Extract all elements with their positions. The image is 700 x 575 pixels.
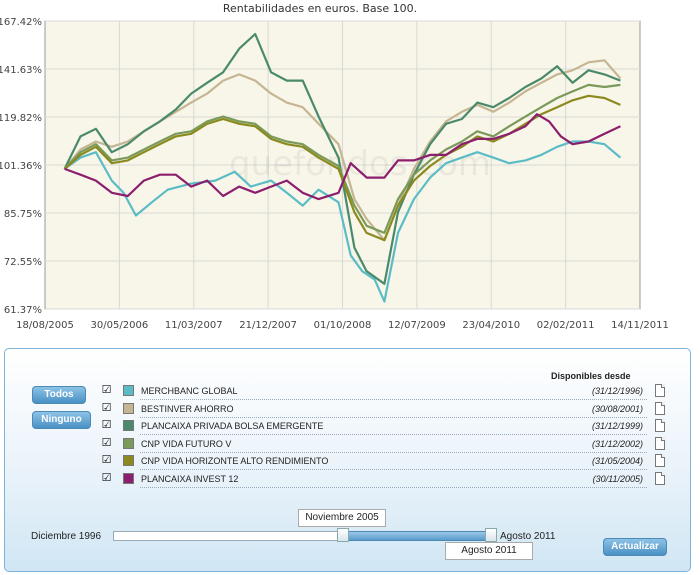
range-end-handle[interactable] — [485, 528, 497, 542]
y-tick-label: 167.42% — [0, 17, 42, 28]
fund-selection-panel: Todos Ninguno Disponibles desde ☑ MERCHBA… — [4, 348, 691, 572]
chart-title: Rentabilidades en euros. Base 100. — [222, 2, 418, 15]
fund-available-date: (31/05/2004) — [591, 456, 643, 466]
x-tick-label: 01/10/2008 — [314, 320, 372, 331]
line-chart: 61.37% 72.55% 85.75% 101.36% 119.82% 141.63% 1… — [0, 17, 669, 331]
x-tick-label: 23/04/2010 — [462, 320, 520, 331]
watermark-text: quefondos.com — [229, 144, 491, 184]
document-icon[interactable] — [655, 471, 665, 485]
row-divider — [140, 416, 647, 418]
fund-row: ☑ PLANCAIXA PRIVADA BOLSA EMERGENTE (31/12… — [101, 418, 665, 435]
update-button[interactable]: Actualizar — [603, 538, 667, 556]
range-end-label: Agosto 2011 — [445, 542, 533, 560]
row-divider — [140, 451, 647, 453]
series-color-swatch — [123, 420, 134, 431]
x-tick-label: 21/12/2007 — [239, 320, 297, 331]
series-line — [63, 83, 621, 234]
slider-min-label: Diciembre 1996 — [31, 531, 102, 542]
series-color-swatch — [123, 472, 134, 484]
fund-available-date: (30/11/2005) — [592, 473, 643, 484]
fund-checkbox[interactable]: ☑ — [101, 419, 112, 431]
y-tick-label: 61.37% — [4, 305, 42, 316]
series-color-swatch — [123, 385, 134, 396]
fund-available-date: (31/12/1996) — [591, 386, 643, 396]
series-color-swatch — [123, 455, 134, 466]
select-none-button[interactable]: Ninguno — [32, 411, 91, 429]
fund-name: PLANCAIXA PRIVADA BOLSA EMERGENTE — [141, 421, 324, 431]
fund-row: ☑ MERCHBANC GLOBAL (31/12/1996) — [101, 383, 665, 400]
row-divider — [140, 399, 647, 400]
x-tick-label: 02/02/2011 — [537, 320, 595, 331]
fund-row: ☑ CNP VIDA HORIZONTE ALTO RENDIMIENTO (31/… — [101, 453, 665, 470]
fund-checkbox[interactable]: ☑ — [101, 454, 112, 466]
document-icon[interactable] — [655, 419, 665, 432]
y-tick-label: 72.55% — [4, 257, 42, 268]
row-divider — [140, 434, 647, 435]
date-range-selection[interactable] — [341, 531, 491, 541]
fund-row: ☑ BESTINVER AHORRO (30/08/2001) — [101, 401, 665, 418]
slider-max-label: Agosto 2011 — [500, 531, 556, 542]
fund-checkbox[interactable]: ☑ — [101, 436, 112, 449]
fund-available-date: (31/12/1999) — [591, 421, 643, 431]
y-tick-label: 119.82% — [0, 113, 42, 124]
range-start-handle[interactable] — [337, 528, 349, 542]
x-tick-label: 18/08/2005 — [16, 320, 74, 331]
document-icon[interactable] — [655, 436, 665, 450]
series-line — [63, 140, 622, 303]
x-tick-label: 12/07/2009 — [388, 320, 446, 331]
fund-checkbox[interactable]: ☑ — [101, 401, 112, 414]
fund-name: CNP VIDA HORIZONTE ALTO RENDIMIENTO — [141, 456, 329, 466]
fund-row: ☑ PLANCAIXA INVEST 12 (30/11/2005) — [101, 471, 665, 488]
x-tick-label: 11/03/2007 — [165, 320, 223, 331]
y-tick-label: 141.63% — [0, 65, 42, 76]
x-tick-label: 14/11/2011 — [611, 320, 669, 331]
range-start-label: Noviembre 2005 — [298, 509, 386, 527]
series-color-swatch — [123, 437, 134, 449]
select-all-button[interactable]: Todos — [32, 386, 86, 404]
series-color-swatch — [123, 402, 134, 414]
fund-checkbox[interactable]: ☑ — [101, 384, 112, 396]
fund-name: CNP VIDA FUTURO V — [141, 438, 232, 449]
fund-name: MERCHBANC GLOBAL — [141, 386, 238, 396]
row-divider — [140, 469, 647, 470]
series-line — [63, 32, 621, 285]
fund-available-date: (30/08/2001) — [591, 403, 643, 414]
fund-name: BESTINVER AHORRO — [141, 403, 234, 414]
y-tick-label: 85.75% — [4, 209, 42, 220]
y-tick-label: 101.36% — [0, 161, 42, 172]
series-line — [64, 113, 621, 201]
document-icon[interactable] — [655, 454, 665, 467]
document-icon[interactable] — [655, 401, 665, 415]
row-divider — [140, 486, 647, 488]
fund-available-date: (31/12/2002) — [591, 438, 643, 449]
fund-checkbox[interactable]: ☑ — [101, 471, 112, 484]
document-icon[interactable] — [655, 384, 665, 397]
fund-row: ☑ CNP VIDA FUTURO V (31/12/2002) — [101, 436, 665, 453]
fund-name: PLANCAIXA INVEST 12 — [141, 473, 239, 484]
x-tick-label: 30/05/2006 — [91, 320, 149, 331]
available-since-header: Disponibles desde — [551, 371, 631, 381]
